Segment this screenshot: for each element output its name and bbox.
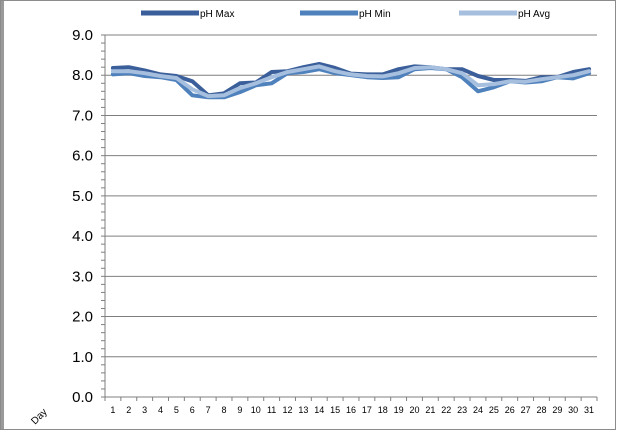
- x-axis: 1 2 3 4 5 6 7 8 9 10 11 12 13 14 15 16 17 18 19 20 21 22 23 24 2…: [104, 396, 598, 415]
- x-tick-label: 24: [473, 405, 483, 415]
- x-tick-label: 20: [409, 405, 419, 415]
- y-axis: 0.0 1.0 2.0 3.0 4.0 5.0 6.0 7.0 8.0 9.0: [72, 27, 106, 406]
- x-tick-label: 14: [314, 405, 324, 415]
- x-tick-label: 19: [394, 405, 404, 415]
- y-tick-label: 3.0: [72, 268, 93, 285]
- x-tick-label: 17: [362, 405, 372, 415]
- x-tick-label: 4: [158, 405, 163, 415]
- x-tick-label: 31: [584, 405, 594, 415]
- x-tick-label: 12: [283, 405, 293, 415]
- x-tick-label: 27: [521, 405, 531, 415]
- y-tick-label: 9.0: [72, 27, 93, 44]
- x-tick-label: 7: [206, 405, 211, 415]
- y-tick-label: 0.0: [72, 389, 93, 406]
- y-tick-label: 2.0: [72, 309, 93, 326]
- gridlines: [105, 34, 597, 358]
- x-axis-label: Day: [29, 407, 49, 427]
- y-tick-label: 6.0: [72, 148, 93, 165]
- x-tick-label: 26: [505, 405, 515, 415]
- y-tick-label: 8.0: [72, 67, 93, 84]
- x-tick-label: 30: [568, 405, 578, 415]
- x-tick-label: 18: [378, 405, 388, 415]
- legend-label: pH Min: [359, 9, 391, 20]
- x-tick-label: 10: [251, 405, 261, 415]
- y-tick-label: 1.0: [72, 349, 93, 366]
- x-tick-label: 29: [552, 405, 562, 415]
- x-tick-label: 8: [222, 405, 227, 415]
- x-tick-label: 28: [536, 405, 546, 415]
- y-tick-label: 5.0: [72, 188, 93, 205]
- x-tick-label: 16: [346, 405, 356, 415]
- x-tick-label: 23: [457, 405, 467, 415]
- series-line-ph-avg: [110, 64, 592, 99]
- y-tick-label: 7.0: [72, 107, 93, 124]
- x-tick-label: 21: [425, 405, 435, 415]
- legend: pH Max pH Min pH Avg: [141, 9, 550, 20]
- x-tick-label: 25: [489, 405, 499, 415]
- legend-label: pH Avg: [518, 9, 550, 20]
- x-tick-label: 2: [126, 405, 131, 415]
- x-tick-label: 15: [330, 405, 340, 415]
- x-tick-label: 5: [174, 405, 179, 415]
- series-lines: [110, 62, 592, 100]
- x-tick-label: 6: [190, 405, 195, 415]
- x-tick-label: 3: [142, 405, 147, 415]
- x-tick-label: 1: [110, 405, 115, 415]
- x-tick-label: 11: [267, 405, 276, 415]
- legend-label: pH Max: [200, 9, 234, 20]
- x-tick-label: 9: [237, 405, 242, 415]
- y-tick-label: 4.0: [72, 228, 93, 245]
- x-tick-label: 22: [441, 405, 451, 415]
- x-tick-label: 13: [298, 405, 308, 415]
